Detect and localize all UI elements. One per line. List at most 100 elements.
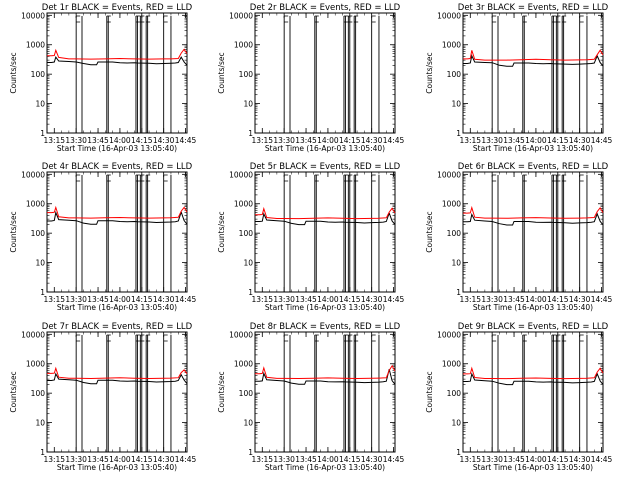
x-tick-label: 13:15 <box>43 455 65 464</box>
y-tick-label: 100 <box>239 229 254 238</box>
x-tick-label: 14:15 <box>131 295 153 304</box>
x-tick-label: 13:15 <box>43 295 65 304</box>
x-tick-label: 13:45 <box>295 455 317 464</box>
x-tick-label: 13:45 <box>87 295 109 304</box>
x-tick-label: 14:00 <box>317 295 339 304</box>
y-tick-label: 100 <box>239 70 254 79</box>
gap-bracket <box>146 15 151 23</box>
data-gap-marker <box>551 334 556 452</box>
panel-det-1: Det 1r BLACK = Events, RED = LLD 1 10 100 10… <box>9 3 197 153</box>
y-tick-label: 1000 <box>26 200 45 209</box>
gap-bracket <box>562 334 567 342</box>
data-gap-marker <box>347 334 353 452</box>
series-line-events <box>47 372 188 385</box>
gap-bracket <box>348 15 353 23</box>
x-tick-label: 14:30 <box>569 136 591 145</box>
panel-title: Det 7r BLACK = Events, RED = LLD <box>42 322 193 332</box>
data-gap-marker <box>522 15 527 133</box>
x-tick-label: 14:45 <box>591 455 613 464</box>
series-line-events <box>47 56 188 66</box>
series-line-events <box>255 211 396 226</box>
data-gap-marker <box>283 174 291 292</box>
x-tick-label: 13:15 <box>459 295 481 304</box>
plot-frame <box>462 12 604 134</box>
x-tick-label: 14:30 <box>361 455 383 464</box>
panel-title: Det 1r BLACK = Events, RED = LLD <box>42 3 193 13</box>
x-tick-label: 14:00 <box>317 136 339 145</box>
gap-bracket <box>343 15 348 23</box>
series-line-lld <box>47 205 188 219</box>
plot-frame <box>46 171 188 293</box>
y-tick-label: 10 <box>243 419 253 428</box>
data-gap-marker <box>343 15 348 133</box>
gap-bracket <box>492 174 497 182</box>
data-gap-marker <box>343 174 348 292</box>
panel-title: Det 9r BLACK = Events, RED = LLD <box>458 322 609 332</box>
x-tick-label: 13:30 <box>481 136 503 145</box>
x-tick-label: 13:30 <box>65 295 87 304</box>
data-gap-marker <box>343 334 348 452</box>
y-tick-label: 10 <box>35 100 45 109</box>
y-tick-label: 1000 <box>26 41 45 50</box>
data-gap-marker <box>106 174 111 292</box>
x-tick-label: 14:30 <box>569 455 591 464</box>
x-tick-label: 13:45 <box>295 295 317 304</box>
data-gap-marker <box>135 174 140 292</box>
x-tick-label: 14:15 <box>339 136 361 145</box>
gap-bracket <box>371 334 376 342</box>
x-tick-label: 13:15 <box>251 136 273 145</box>
x-tick-label: 13:30 <box>481 455 503 464</box>
y-tick-label: 10000 <box>21 170 45 179</box>
x-tick-label: 14:45 <box>383 136 405 145</box>
gap-bracket <box>579 174 584 182</box>
y-axis-label: Counts/sec <box>425 52 434 93</box>
gap-bracket <box>579 334 584 342</box>
y-tick-label: 1 <box>40 448 45 457</box>
x-axis-label: Start Time (16-Apr-03 13:05:40) <box>473 303 593 312</box>
y-tick-label: 1000 <box>234 41 253 50</box>
y-axis-label: Counts/sec <box>425 371 434 412</box>
data-gap-marker <box>283 15 291 133</box>
data-gap-marker <box>145 334 151 452</box>
gap-bracket <box>354 15 359 23</box>
y-tick-label: 10000 <box>21 330 45 339</box>
y-tick-label: 100 <box>239 389 254 398</box>
x-tick-label: 14:15 <box>339 455 361 464</box>
panel-title: Det 6r BLACK = Events, RED = LLD <box>458 162 609 172</box>
panel-det-2: Det 2r BLACK = Events, RED = LLD 1 10 100 10… <box>217 3 405 153</box>
gap-bracket <box>135 174 140 182</box>
series-line-events <box>463 372 604 386</box>
series-line-lld <box>463 205 604 219</box>
plot-frame <box>462 331 604 453</box>
x-tick-label: 13:15 <box>43 136 65 145</box>
gap-bracket <box>140 174 145 182</box>
y-tick-label: 10000 <box>229 330 253 339</box>
y-tick-label: 100 <box>447 229 462 238</box>
data-gap-marker <box>75 334 83 452</box>
data-gap-marker <box>135 15 140 133</box>
x-tick-label: 14:00 <box>525 455 547 464</box>
data-gap-marker <box>353 334 359 452</box>
x-tick-label: 13:15 <box>459 136 481 145</box>
data-gap-marker <box>555 15 561 133</box>
series-line-lld <box>463 366 604 380</box>
y-tick-label: 1 <box>456 448 461 457</box>
series-line-lld <box>255 206 396 220</box>
gap-bracket <box>371 174 376 182</box>
data-gap-marker <box>75 174 83 292</box>
y-tick-label: 100 <box>31 389 46 398</box>
gap-bracket <box>354 174 359 182</box>
plot-frame <box>462 171 604 293</box>
y-tick-label: 10 <box>451 419 461 428</box>
gap-bracket <box>163 334 168 342</box>
data-gap-marker <box>353 174 359 292</box>
series-line-events <box>463 54 604 67</box>
series-line-events <box>463 212 604 226</box>
gap-bracket <box>314 174 319 182</box>
y-tick-label: 100 <box>447 70 462 79</box>
y-tick-label: 1 <box>248 129 253 138</box>
x-tick-label: 14:45 <box>383 455 405 464</box>
gap-bracket <box>140 15 145 23</box>
data-gap-marker <box>371 15 380 133</box>
y-tick-label: 1 <box>456 129 461 138</box>
